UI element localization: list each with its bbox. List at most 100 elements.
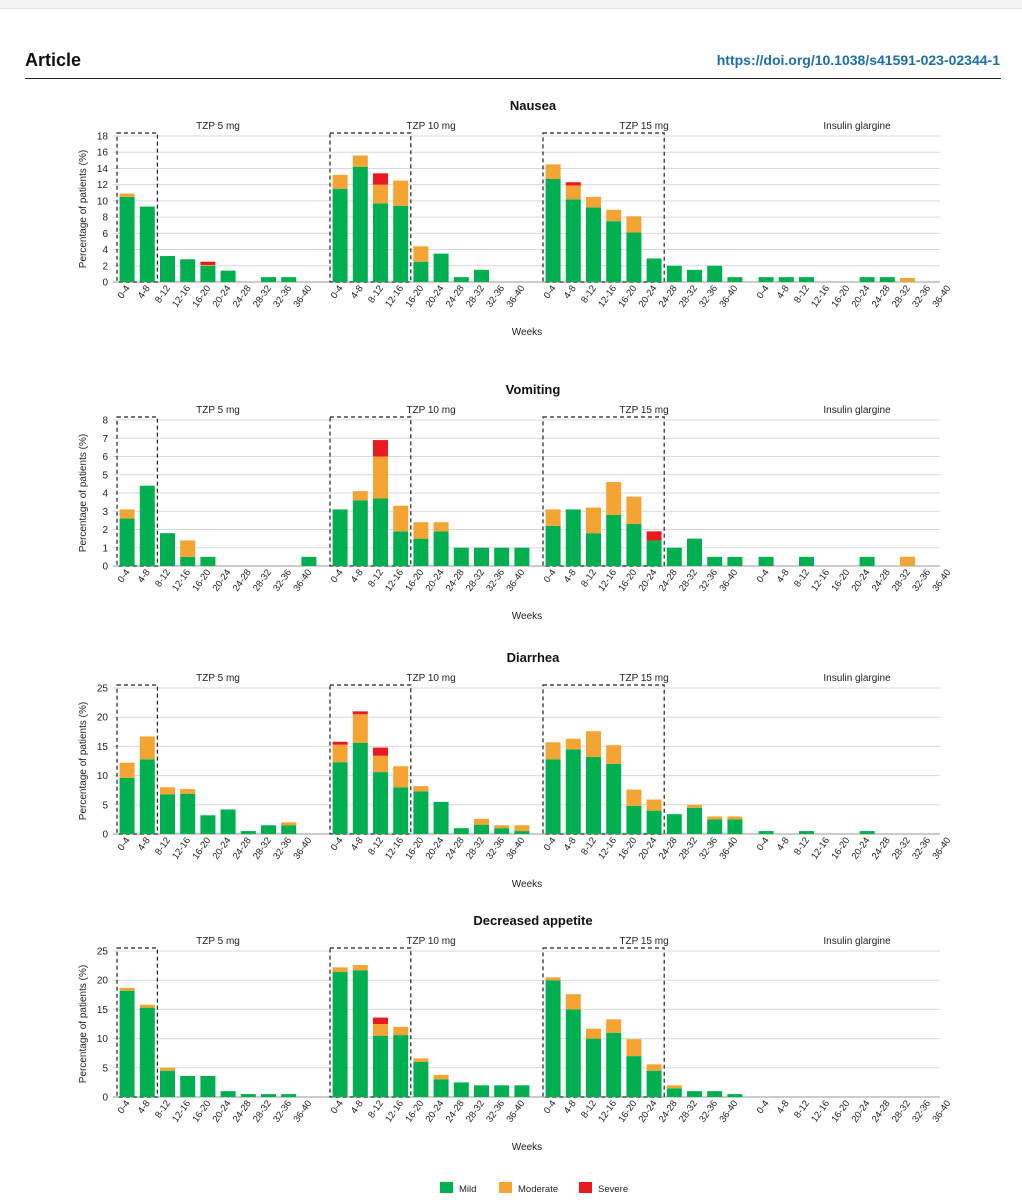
bar-mild: [261, 825, 276, 834]
dose-escalation-box: [116, 947, 159, 1098]
x-tick-label: 4-8: [136, 283, 153, 301]
x-tick-label: 0-4: [542, 283, 559, 301]
bar-mild: [494, 547, 510, 566]
y-tick-label: 18: [97, 132, 109, 143]
panel-tzp-10-mg: TZP 10 mg0-4 4-8 8-1212-1616-2020-2424-282…: [329, 936, 530, 1125]
x-tick-label: 20-24: [850, 1098, 873, 1124]
x-tick-label: 12-16: [170, 1098, 193, 1124]
bar-moderate: [687, 804, 702, 808]
x-tick-label: 20-24: [424, 283, 447, 309]
dose-escalation-box: [329, 947, 412, 1098]
bar-moderate: [707, 816, 723, 820]
x-tick-label: 24-28: [870, 567, 893, 593]
x-tick-label: 24-28: [657, 1098, 680, 1124]
bar-mild: [160, 533, 175, 566]
bar-mild: [727, 819, 743, 834]
x-tick-label: 20-24: [850, 835, 873, 861]
x-tick-label: 36-40: [291, 1098, 314, 1124]
y-tick-label: 16: [97, 148, 109, 159]
x-tick-label: 20-24: [850, 283, 873, 309]
x-tick-label: 20-24: [424, 835, 447, 861]
x-tick-label: 16-20: [829, 283, 852, 309]
x-axis-title: Weeks: [512, 1142, 542, 1153]
bar-mild: [799, 831, 814, 834]
doi-link[interactable]: https://doi.org/10.1038/s41591-023-02344…: [716, 52, 1000, 68]
x-tick-label: 36-40: [291, 283, 314, 309]
x-tick-label: 16-20: [190, 567, 213, 593]
x-tick-label: 0-4: [116, 283, 133, 301]
bar-moderate: [180, 540, 196, 557]
chart-diarrhea: Diarrhea 0 5 10 15 20 25 Percentage of patients…: [78, 650, 953, 890]
bar-moderate: [626, 789, 642, 806]
browser-top-strip: [0, 0, 1022, 9]
bar-mild: [666, 265, 682, 282]
bar-moderate: [545, 509, 561, 526]
bar-moderate: [606, 209, 622, 222]
panel-tzp-15-mg: TZP 15 mg0-4 4-8 8-1212-1616-2020-2424-282…: [542, 405, 743, 594]
bar-mild: [160, 794, 175, 834]
bar-mild: [301, 556, 317, 566]
x-tick-label: 28-32: [677, 283, 700, 309]
bar-moderate: [373, 456, 388, 499]
bar-moderate: [433, 1074, 449, 1080]
bar-mild: [200, 265, 216, 282]
bar-moderate: [160, 787, 175, 795]
x-tick-label: 24-28: [870, 835, 893, 861]
x-tick-label: 12-16: [596, 567, 619, 593]
bar-mild: [393, 205, 409, 282]
x-tick-label: 24-28: [231, 1098, 254, 1124]
bar-mild: [474, 269, 489, 282]
bar-mild: [586, 1038, 601, 1097]
x-tick-label: 0-4: [542, 567, 559, 585]
legend-swatch: [499, 1182, 512, 1193]
chart-decreased-appetite: Decreased appetite 0 5 10 15 20 25 Percentage o…: [78, 913, 953, 1153]
y-tick-label: 25: [97, 947, 109, 958]
x-tick-label: 36-40: [930, 1098, 953, 1124]
x-tick-label: 4-8: [562, 835, 579, 853]
panel-label: TZP 5 mg: [196, 121, 240, 132]
x-tick-label: 4-8: [136, 1098, 153, 1116]
bar-mild: [707, 1091, 723, 1097]
bar-mild: [494, 828, 510, 834]
bar-mild: [707, 556, 723, 566]
bar-mild: [180, 556, 196, 566]
bar-moderate: [352, 714, 368, 743]
x-tick-label: 32-36: [910, 567, 933, 593]
bar-mild: [393, 1035, 409, 1097]
article-header: Article https://doi.org/10.1038/s41591-0…: [25, 50, 1000, 76]
y-axis-title: Percentage of patients (%): [78, 702, 89, 820]
bar-mild: [281, 277, 297, 282]
x-tick-label: 0-4: [542, 1098, 559, 1116]
bar-moderate: [474, 818, 489, 825]
x-tick-label: 16-20: [829, 1098, 852, 1124]
bar-mild: [261, 277, 276, 282]
header-divider: [25, 78, 1001, 79]
x-tick-label: 16-20: [616, 283, 639, 309]
bar-mild: [413, 791, 429, 834]
bar-mild: [332, 509, 348, 566]
x-tick-label: 36-40: [930, 567, 953, 593]
bar-severe: [565, 182, 581, 186]
x-tick-label: 4-8: [349, 567, 366, 585]
x-tick-label: 16-20: [403, 567, 426, 593]
y-tick-label: 2: [102, 525, 108, 536]
x-tick-label: 32-36: [484, 1098, 507, 1124]
bar-mild: [565, 199, 581, 282]
bar-mild: [139, 206, 155, 282]
x-tick-label: 16-20: [616, 835, 639, 861]
bar-mild: [687, 1091, 702, 1097]
bar-mild: [220, 270, 236, 282]
x-tick-label: 0-4: [116, 835, 133, 853]
bar-mild: [626, 805, 642, 834]
y-tick-label: 7: [102, 434, 108, 445]
bar-mild: [352, 500, 368, 566]
x-tick-label: 4-8: [562, 1098, 579, 1116]
bar-mild: [200, 556, 216, 566]
x-tick-label: 36-40: [717, 283, 740, 309]
bar-mild: [180, 1075, 196, 1097]
y-tick-label: 15: [97, 742, 109, 753]
bar-mild: [494, 1085, 510, 1097]
legend-label: Severe: [598, 1184, 628, 1195]
bar-moderate: [545, 164, 561, 179]
